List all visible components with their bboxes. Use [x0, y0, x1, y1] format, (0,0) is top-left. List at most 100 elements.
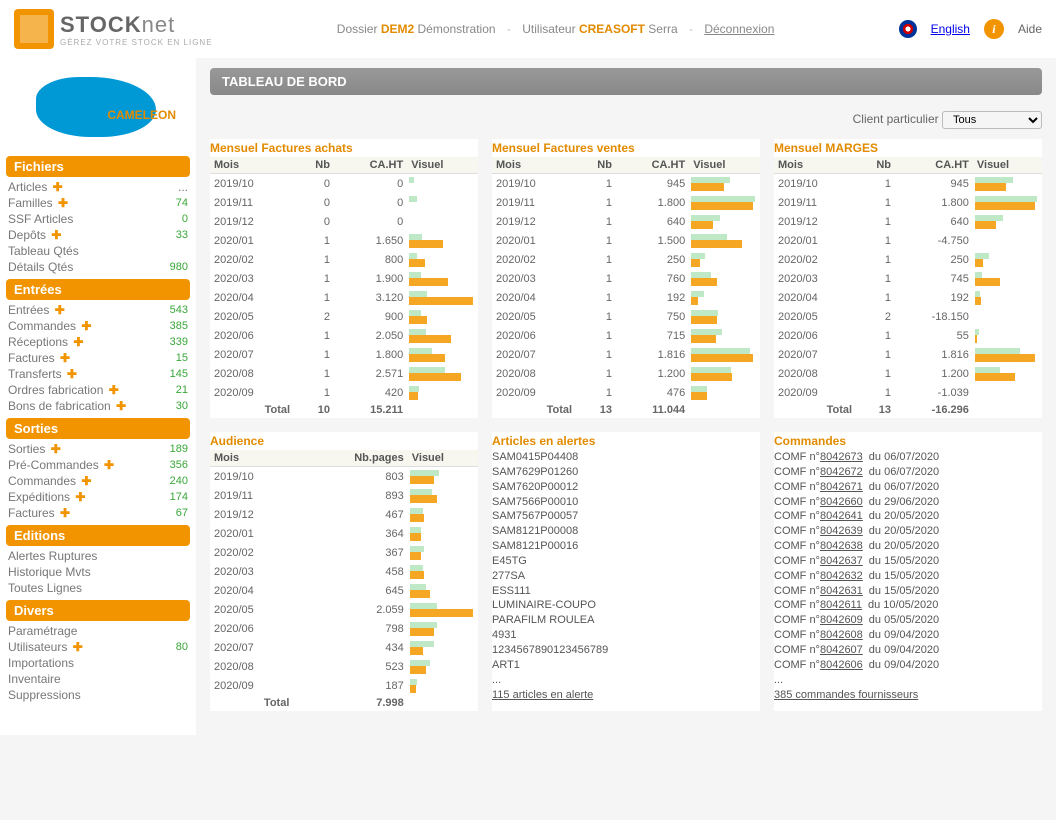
- commande-link[interactable]: 8042671: [820, 481, 863, 493]
- table-row: 2019/1200: [210, 212, 478, 231]
- plus-icon: ✚: [113, 399, 126, 413]
- lizard-icon: [36, 77, 156, 137]
- sidebar-item[interactable]: Articles ✚...: [6, 179, 190, 195]
- bar-visual: [975, 233, 1038, 248]
- commandes-link[interactable]: 385 commandes fournisseurs: [774, 689, 918, 701]
- bar-visual: [975, 366, 1038, 381]
- table-row: 2020/0111.500: [492, 231, 760, 250]
- table-row: 2020/0311.900: [210, 269, 478, 288]
- commande-link[interactable]: 8042608: [820, 629, 863, 641]
- main-content: TABLEAU DE BORD Client particulier Tous …: [196, 58, 1056, 735]
- sidebar-item[interactable]: Sorties ✚189: [6, 441, 190, 457]
- sidebar-item[interactable]: Importations: [6, 655, 190, 671]
- plus-icon: ✚: [47, 442, 60, 456]
- sidebar-item[interactable]: Détails Qtés980: [6, 259, 190, 275]
- table-row: 2019/12467: [210, 505, 478, 524]
- commande-row: COMF n°8042611du 10/05/2020: [774, 598, 1042, 613]
- table-row: 2020/0413.120: [210, 288, 478, 307]
- commande-link[interactable]: 8042611: [820, 599, 862, 611]
- table-row: 2020/041192: [774, 288, 1042, 307]
- sidebar-item[interactable]: Commandes ✚240: [6, 473, 190, 489]
- table-row: 2020/01364: [210, 524, 478, 543]
- sidebar-item[interactable]: Depôts ✚33: [6, 227, 190, 243]
- table-row: 2020/02367: [210, 543, 478, 562]
- table-row: 2020/0612.050: [210, 326, 478, 345]
- sidebar-item[interactable]: Pré-Commandes ✚356: [6, 457, 190, 473]
- commande-link[interactable]: 8042672: [820, 466, 863, 478]
- panel-title: Mensuel Factures achats: [210, 139, 478, 157]
- panel-title: Mensuel MARGES: [774, 139, 1042, 157]
- commande-link[interactable]: 8042641: [820, 510, 863, 522]
- bar-visual: [410, 659, 474, 674]
- commande-link[interactable]: 8042607: [820, 644, 863, 656]
- data-table: MoisNb.pagesVisuel2019/108032019/1189320…: [210, 450, 478, 711]
- top-context: Dossier DEM2 Démonstration - Utilisateur…: [213, 22, 899, 36]
- help-icon[interactable]: i: [984, 19, 1004, 39]
- commande-link[interactable]: 8042637: [820, 555, 863, 567]
- bar-visual: [409, 366, 474, 381]
- alert-item: 1234567890123456789: [492, 643, 760, 658]
- bar-visual: [409, 328, 474, 343]
- filter-select[interactable]: Tous: [942, 111, 1042, 129]
- sidebar-item[interactable]: Ordres fabrication ✚21: [6, 382, 190, 398]
- total-row: Total1311.044: [492, 402, 760, 418]
- sidebar-item[interactable]: Paramétrage: [6, 623, 190, 639]
- bar-visual: [410, 602, 474, 617]
- bar-visual: [975, 385, 1038, 400]
- commande-link[interactable]: 8042632: [820, 570, 863, 582]
- plus-icon: ✚: [70, 335, 83, 349]
- bar-visual: [691, 233, 756, 248]
- sidebar-item[interactable]: Inventaire: [6, 671, 190, 687]
- table-row: 2020/0812.571: [210, 364, 478, 383]
- bar-visual: [691, 252, 756, 267]
- logout-link[interactable]: Déconnexion: [704, 22, 774, 36]
- panel-commandes: Commandes COMF n°8042673du 06/07/2020COM…: [774, 432, 1042, 711]
- app-logo: STOCKnet GÉREZ VOTRE STOCK EN LIGNE: [14, 9, 213, 49]
- sidebar-item[interactable]: Tableau Qtés: [6, 243, 190, 259]
- sidebar-item[interactable]: Familles ✚74: [6, 195, 190, 211]
- bar-visual: [975, 195, 1038, 210]
- commande-row: COMF n°8042638du 20/05/2020: [774, 539, 1042, 554]
- table-row: 2019/1100: [210, 193, 478, 212]
- bar-visual: [409, 252, 474, 267]
- commande-link[interactable]: 8042673: [820, 451, 863, 463]
- sidebar-item[interactable]: Toutes Lignes: [6, 580, 190, 596]
- table-row: 2020/051750: [492, 307, 760, 326]
- commande-link[interactable]: 8042638: [820, 540, 863, 552]
- sidebar-item[interactable]: Commandes ✚385: [6, 318, 190, 334]
- table-row: 2020/021800: [210, 250, 478, 269]
- sidebar-item[interactable]: SSF Articles0: [6, 211, 190, 227]
- sidebar-item[interactable]: Expéditions ✚174: [6, 489, 190, 505]
- table-row: 2020/052-18.150: [774, 307, 1042, 326]
- commande-link[interactable]: 8042631: [820, 585, 863, 597]
- sidebar-item[interactable]: Suppressions: [6, 687, 190, 703]
- sidebar-item[interactable]: Factures ✚15: [6, 350, 190, 366]
- sidebar-item[interactable]: Alertes Ruptures: [6, 548, 190, 564]
- bar-visual: [410, 469, 474, 484]
- sidebar-item[interactable]: Factures ✚67: [6, 505, 190, 521]
- bar-visual: [410, 583, 474, 598]
- lang-switch[interactable]: English: [931, 22, 970, 36]
- sidebar-item[interactable]: Transferts ✚145: [6, 366, 190, 382]
- commande-link[interactable]: 8042660: [820, 496, 863, 508]
- sidebar-item[interactable]: Utilisateurs ✚80: [6, 639, 190, 655]
- help-label[interactable]: Aide: [1018, 22, 1042, 36]
- app-tagline: GÉREZ VOTRE STOCK EN LIGNE: [60, 38, 213, 47]
- sidebar-item[interactable]: Réceptions ✚339: [6, 334, 190, 350]
- table-row: 2020/03458: [210, 562, 478, 581]
- sidebar-item[interactable]: Entrées ✚543: [6, 302, 190, 318]
- bar-visual: [410, 488, 474, 503]
- table-row: 2019/121640: [774, 212, 1042, 231]
- commande-link[interactable]: 8042606: [820, 659, 863, 671]
- sidebar-item[interactable]: Bons de fabrication ✚30: [6, 398, 190, 414]
- commande-row: COMF n°8042632du 15/05/2020: [774, 569, 1042, 584]
- table-row: 2020/021250: [492, 250, 760, 269]
- sidebar-item[interactable]: Historique Mvts: [6, 564, 190, 580]
- topbar: STOCKnet GÉREZ VOTRE STOCK EN LIGNE Doss…: [0, 0, 1056, 58]
- bar-visual: [975, 271, 1038, 286]
- bar-visual: [691, 328, 756, 343]
- commande-link[interactable]: 8042609: [820, 614, 863, 626]
- commande-link[interactable]: 8042639: [820, 525, 863, 537]
- alerts-link[interactable]: 115 articles en alerte: [492, 689, 593, 701]
- table-row: 2020/052.059: [210, 600, 478, 619]
